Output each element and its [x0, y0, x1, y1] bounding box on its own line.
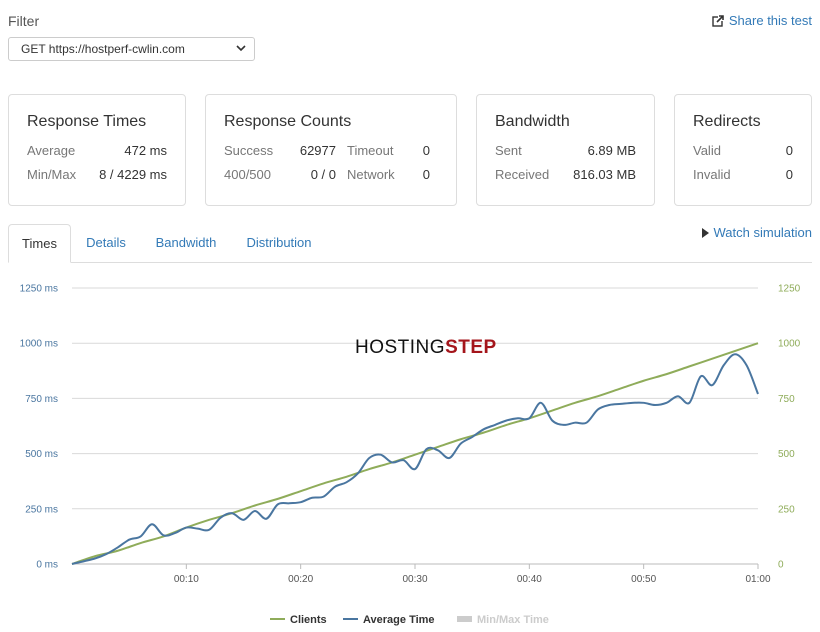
legend-item-label[interactable]: Average Time: [363, 614, 435, 626]
watch-simulation-label: Watch simulation: [713, 225, 813, 240]
play-icon: [701, 227, 709, 238]
y-right-tick-label: 1000: [778, 339, 801, 350]
response-counts-card: Response Counts Success 62977 Timeout 0 …: [205, 94, 457, 206]
invalid-value: 0: [785, 167, 793, 182]
redirects-card: Redirects Valid 0 Invalid 0: [674, 94, 812, 206]
minmax-label: Min/Max: [27, 167, 77, 182]
timeout-label: Timeout: [347, 143, 394, 158]
watermark-part1: HOSTING: [355, 337, 445, 358]
network-value: 0: [422, 167, 430, 182]
average-time-line: [71, 353, 759, 565]
chart-legend: Clients Average Time Min/Max Time: [270, 614, 549, 626]
chart-tabs: Times Details Bandwidth Distribution: [8, 224, 812, 263]
x-tick-label: 00:50: [631, 574, 656, 585]
redirects-title: Redirects: [693, 113, 761, 130]
response-times-chart: 0 ms 250 ms 500 ms 750 ms 1000 ms 1250 ms 0 25…: [20, 284, 801, 627]
svg-text:HOSTINGSTEP: HOSTINGSTEP: [355, 337, 497, 358]
network-label: Network: [347, 167, 395, 182]
success-label: Success: [224, 143, 274, 158]
y-axis-right: 0 250 500 750 1000 1250: [778, 284, 801, 571]
y-left-tick-label: 0 ms: [36, 560, 58, 571]
tab-times[interactable]: Times: [8, 224, 71, 263]
share-link[interactable]: Share this test: [712, 13, 812, 28]
legend-item-label[interactable]: Min/Max Time: [477, 614, 549, 626]
sent-value: 6.89 MB: [587, 143, 636, 158]
y-right-tick-label: 1250: [778, 284, 801, 295]
y-left-tick-label: 500 ms: [25, 449, 58, 460]
tab-distribution[interactable]: Distribution: [246, 235, 312, 250]
y-left-tick-label: 1250 ms: [20, 284, 58, 295]
share-label: Share this test: [728, 13, 812, 28]
errors-value: 0 / 0: [310, 167, 336, 182]
y-right-tick-label: 750: [778, 394, 795, 405]
response-counts-title: Response Counts: [224, 113, 352, 130]
watch-simulation-link[interactable]: Watch simulation: [701, 225, 813, 240]
average-label: Average: [27, 143, 76, 158]
y-left-tick-label: 250 ms: [25, 504, 58, 515]
x-tick-label: 00:10: [174, 574, 199, 585]
share-icon: [712, 14, 724, 27]
timeout-value: 0: [422, 143, 430, 158]
filter-label: Filter: [8, 13, 40, 29]
valid-value: 0: [785, 143, 793, 158]
x-tick-label: 00:30: [402, 574, 427, 585]
bandwidth-title: Bandwidth: [495, 113, 570, 130]
y-left-tick-label: 750 ms: [25, 394, 58, 405]
invalid-label: Invalid: [693, 167, 731, 182]
y-axis-left: 0 ms 250 ms 500 ms 750 ms 1000 ms 1250 ms: [20, 284, 58, 571]
errors-label: 400/500: [224, 167, 271, 182]
watermark-part2: STEP: [445, 337, 497, 358]
valid-label: Valid: [693, 143, 721, 158]
chevron-down-icon: [236, 45, 246, 52]
y-left-tick-label: 1000 ms: [20, 339, 58, 350]
legend-item-label[interactable]: Clients: [290, 614, 327, 626]
filter-select[interactable]: GET https://hostperf-cwlin.com: [8, 37, 255, 61]
received-value: 816.03 MB: [573, 167, 636, 182]
chart-series: [71, 342, 759, 565]
y-right-tick-label: 500: [778, 449, 795, 460]
tab-bandwidth[interactable]: Bandwidth: [155, 235, 217, 250]
y-right-tick-label: 0: [778, 560, 784, 571]
success-value: 62977: [299, 143, 336, 158]
average-value: 472 ms: [124, 143, 167, 158]
minmax-value: 8 / 4229 ms: [99, 167, 167, 182]
bandwidth-card: Bandwidth Sent 6.89 MB Received 816.03 M…: [476, 94, 655, 206]
response-times-card: Response Times Average 472 ms Min/Max 8 …: [8, 94, 186, 206]
response-times-title: Response Times: [27, 113, 147, 130]
received-label: Received: [495, 167, 550, 182]
watermark-logo: HOSTINGSTEP: [355, 337, 497, 358]
sent-label: Sent: [495, 143, 522, 158]
y-right-tick-label: 250: [778, 504, 795, 515]
x-tick-label: 01:00: [745, 574, 770, 585]
chart-grid: [72, 287, 758, 565]
filter-selected-value: GET https://hostperf-cwlin.com: [21, 42, 185, 56]
x-tick-label: 00:40: [517, 574, 542, 585]
tab-details[interactable]: Details: [86, 235, 126, 250]
x-tick-label: 00:20: [288, 574, 313, 585]
x-axis: 00:10 00:20 00:30 00:40 00:50 01:00: [72, 563, 771, 585]
